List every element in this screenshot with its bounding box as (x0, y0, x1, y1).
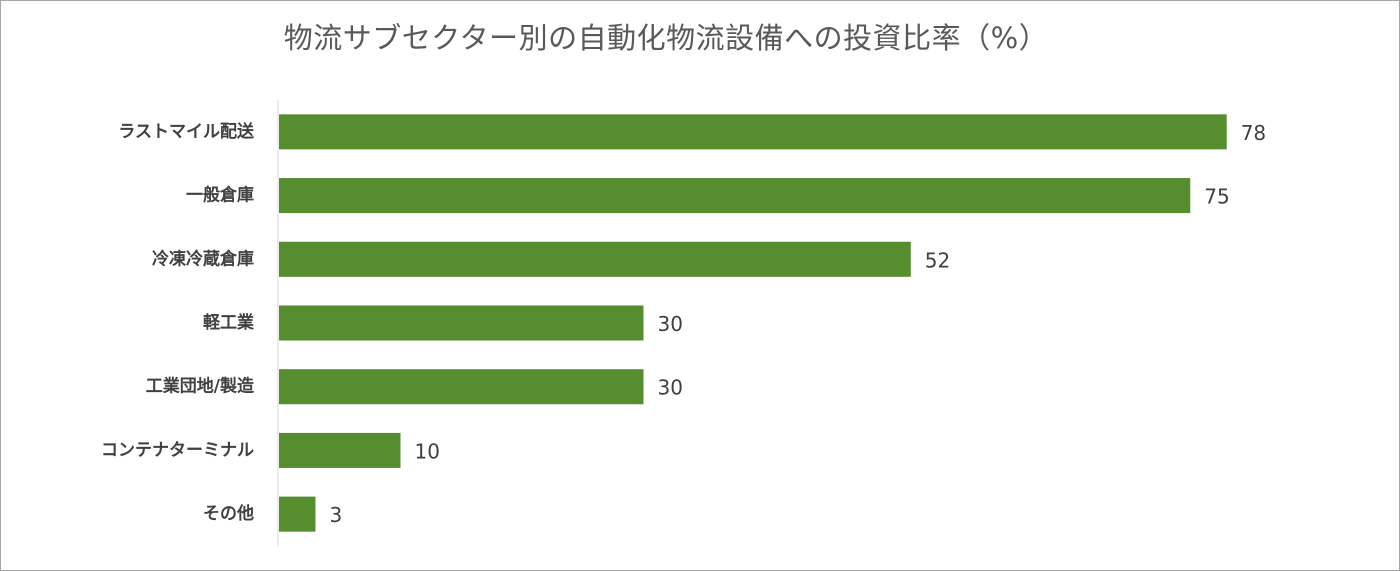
bar-5 (279, 369, 644, 405)
category-label-5: 工業団地/製造 (146, 376, 255, 397)
value-label-2: 75 (1204, 185, 1229, 209)
bar-6 (279, 432, 401, 468)
value-labels-group: 78 75 52 30 30 10 3 (329, 121, 1266, 527)
bar-1 (279, 114, 1227, 150)
category-label-2: 一般倉庫 (186, 185, 254, 206)
bar-4 (279, 305, 644, 341)
bar-3 (279, 241, 911, 277)
bar-7 (279, 496, 316, 532)
value-label-5: 30 (658, 376, 683, 400)
category-label-3: 冷凍冷蔵倉庫 (152, 248, 254, 269)
value-label-3: 52 (925, 248, 950, 272)
category-label-6: コンテナターミナル (101, 440, 254, 460)
value-label-4: 30 (658, 312, 683, 336)
value-label-6: 10 (415, 439, 440, 463)
value-label-7: 3 (329, 503, 342, 527)
bars-group (279, 114, 1227, 532)
category-label-7: その他 (203, 503, 254, 524)
value-label-1: 78 (1241, 121, 1266, 145)
bar-2 (279, 178, 1191, 214)
category-label-4: 軽工業 (203, 312, 254, 333)
category-label-1: ラストマイル配送 (118, 121, 255, 142)
chart-title: 物流サブセクター別の自動化物流設備への投資比率（%） (283, 21, 1049, 55)
